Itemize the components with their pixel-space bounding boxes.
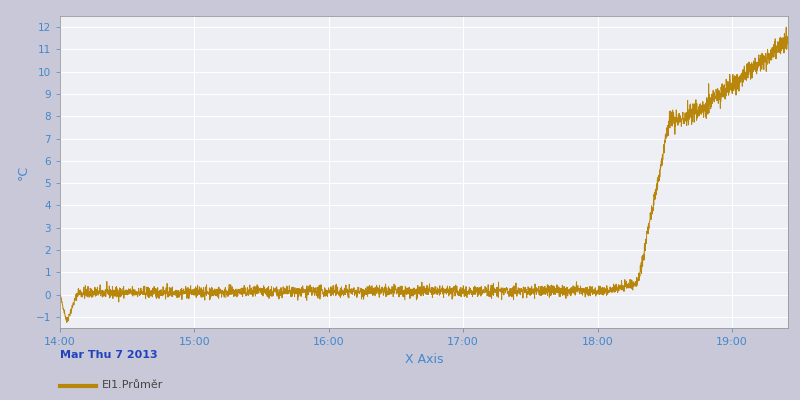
Text: El1.Průměr: El1.Průměr xyxy=(102,380,163,390)
X-axis label: X Axis: X Axis xyxy=(405,352,443,366)
Text: Mar Thu 7 2013: Mar Thu 7 2013 xyxy=(60,350,158,360)
Y-axis label: °C: °C xyxy=(17,164,30,180)
